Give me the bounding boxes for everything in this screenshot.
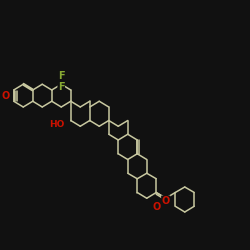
Text: O: O <box>162 196 170 206</box>
Text: HO: HO <box>49 120 64 129</box>
Text: F: F <box>58 71 64 81</box>
Text: O: O <box>152 202 160 211</box>
Text: O: O <box>2 91 10 101</box>
Text: F: F <box>58 82 64 92</box>
